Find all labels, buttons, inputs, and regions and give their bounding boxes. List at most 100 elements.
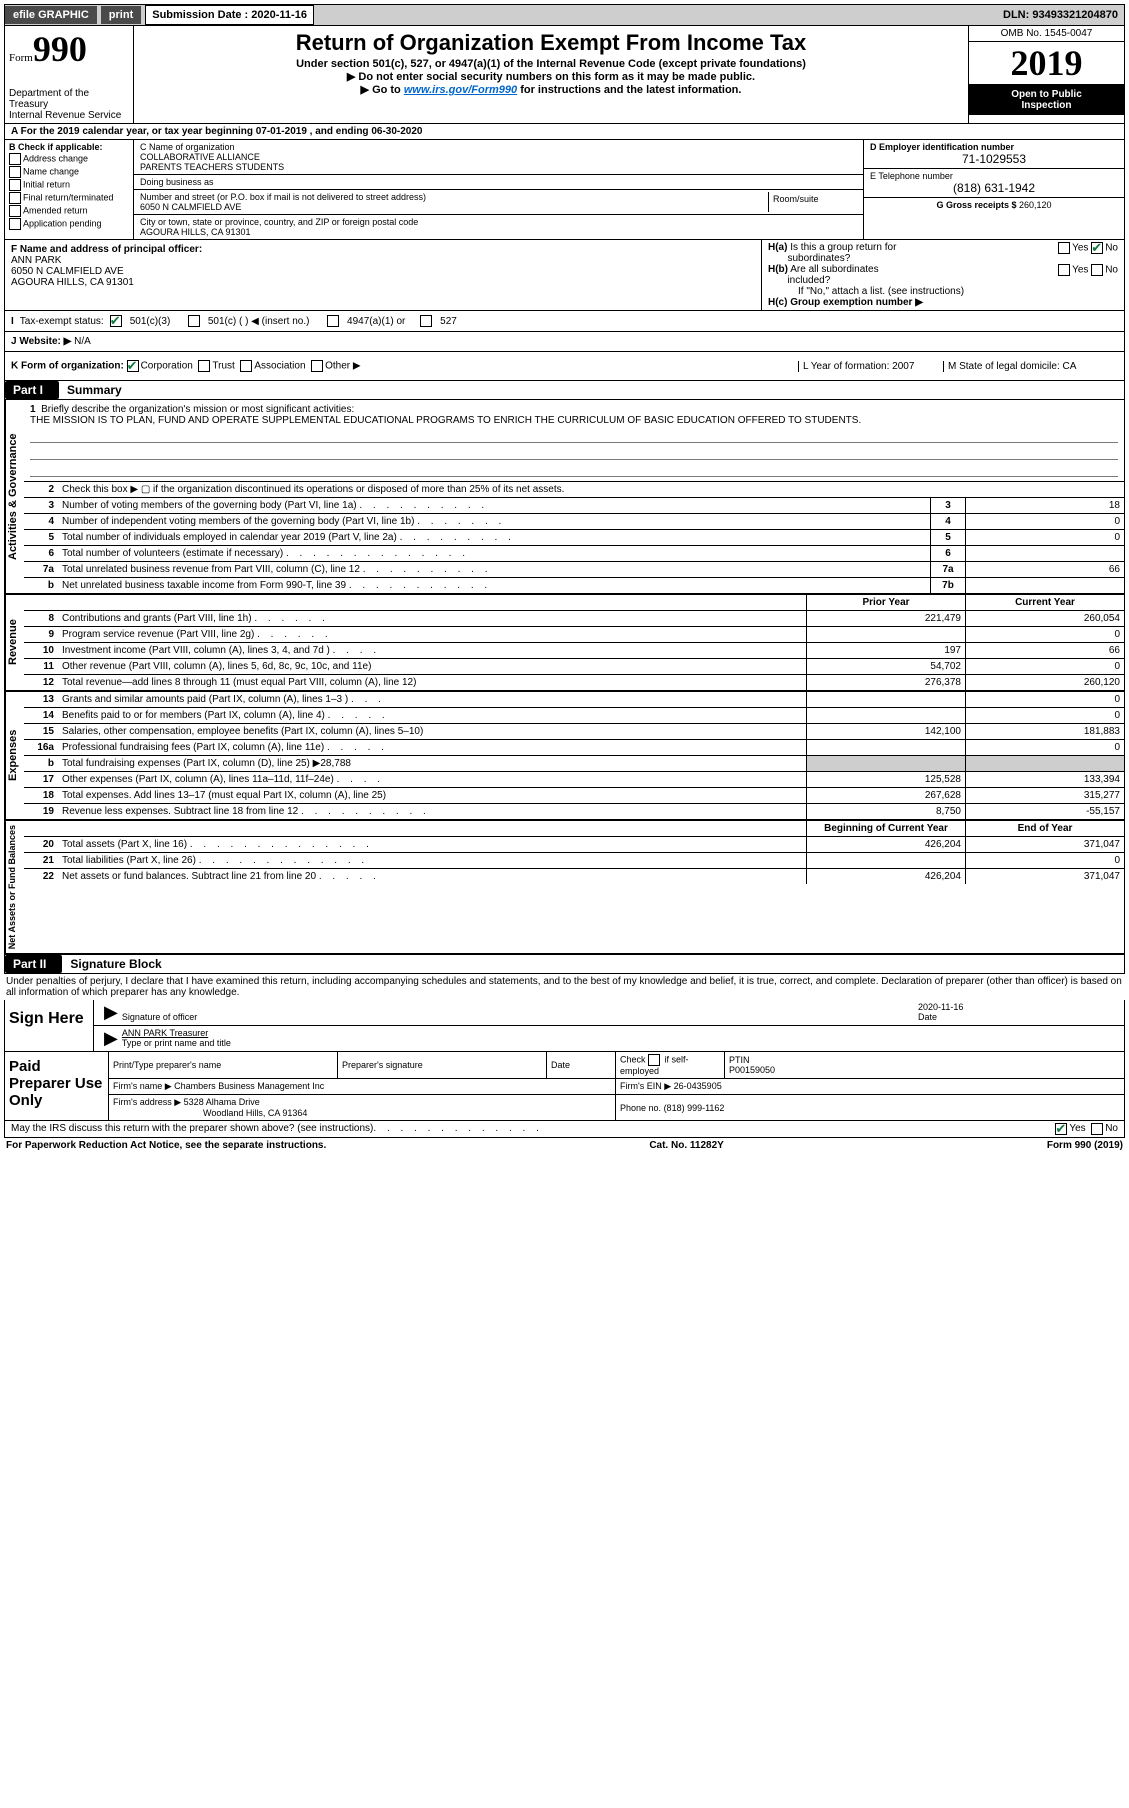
form-header: Form990 Department of the Treasury Inter… — [5, 26, 1124, 124]
gross-receipts-value: 260,120 — [1019, 200, 1052, 210]
col-b-checkboxes: B Check if applicable: Address change Na… — [5, 140, 134, 239]
cb-self-employed[interactable] — [648, 1054, 660, 1066]
top-toolbar: efile GRAPHIC print Submission Date : 20… — [4, 4, 1125, 26]
sig-date-value: 2020-11-16 — [918, 1002, 963, 1012]
cb-discuss-no[interactable] — [1091, 1123, 1103, 1135]
cb-name-change[interactable]: Name change — [9, 166, 129, 178]
ha-yes[interactable]: Yes — [1072, 243, 1088, 254]
omb-number: OMB No. 1545-0047 — [969, 26, 1124, 42]
cb-association[interactable] — [240, 360, 252, 372]
footer-right: Form 990 (2019) — [1047, 1140, 1123, 1151]
arrow-icon: ▶ — [100, 1028, 122, 1049]
table-row: 12Total revenue—add lines 8 through 11 (… — [24, 675, 1124, 691]
table-row: 22Net assets or fund balances. Subtract … — [24, 869, 1124, 885]
instruction-1: ▶ Do not enter social security numbers o… — [140, 70, 962, 83]
mission-label: Briefly describe the organization's miss… — [41, 404, 354, 415]
mission-text: THE MISSION IS TO PLAN, FUND AND OPERATE… — [30, 415, 861, 426]
cb-other[interactable] — [311, 360, 323, 372]
prep-name-label: Print/Type preparer's name — [109, 1052, 338, 1079]
table-row: 16aProfessional fundraising fees (Part I… — [24, 740, 1124, 756]
org-name: COLLABORATIVE ALLIANCE PARENTS TEACHERS … — [140, 152, 284, 172]
state-domicile: M State of legal domicile: CA — [943, 361, 1118, 372]
col-current: Current Year — [966, 595, 1125, 611]
officer-name: ANN PARK — [11, 255, 61, 266]
form-subtitle: Under section 501(c), 527, or 4947(a)(1)… — [140, 58, 962, 70]
table-row: 11Other revenue (Part VIII, column (A), … — [24, 659, 1124, 675]
dept-label: Department of the Treasury Internal Reve… — [9, 88, 129, 121]
sign-here-label: Sign Here — [5, 1000, 94, 1051]
vlabel-governance: Activities & Governance — [5, 400, 24, 593]
row-a-text: A For the 2019 calendar year, or tax yea… — [11, 126, 422, 137]
table-row: 19Revenue less expenses. Subtract line 1… — [24, 804, 1124, 820]
page-footer: For Paperwork Reduction Act Notice, see … — [4, 1138, 1125, 1153]
form-body: Form990 Department of the Treasury Inter… — [4, 26, 1125, 974]
phone-value: (818) 631-1942 — [870, 181, 1118, 195]
opt-other: Other ▶ — [325, 361, 360, 372]
cb-trust[interactable] — [198, 360, 210, 372]
table-row: 4Number of independent voting members of… — [24, 514, 1124, 530]
hb-yes[interactable]: Yes — [1072, 265, 1088, 276]
group-return: H(a) Is this a group return for subordin… — [762, 240, 1124, 310]
firm-phone-value: (818) 999-1162 — [664, 1103, 725, 1113]
cb-4947[interactable] — [327, 315, 339, 327]
website-label: J Website: ▶ — [11, 336, 71, 347]
opt-501c: 501(c) ( ) ◀ (insert no.) — [208, 316, 310, 327]
firm-addr-label: Firm's address ▶ — [113, 1097, 181, 1107]
cb-address-change[interactable]: Address change — [9, 153, 129, 165]
cb-corporation[interactable] — [127, 360, 139, 372]
ha-no[interactable]: No — [1105, 243, 1118, 254]
firm-name-value: Chambers Business Management Inc — [174, 1081, 324, 1091]
cb-final-return[interactable]: Final return/terminated — [9, 192, 129, 204]
discuss-question: May the IRS discuss this return with the… — [11, 1123, 373, 1135]
tax-exempt-status: I Tax-exempt status: 501(c)(3) 501(c) ( … — [5, 311, 1124, 332]
table-row: 8Contributions and grants (Part VIII, li… — [24, 611, 1124, 627]
opt-4947: 4947(a)(1) or — [347, 316, 405, 327]
part-ii-title: Signature Block — [62, 957, 161, 971]
table-row: 6Total number of volunteers (estimate if… — [24, 546, 1124, 562]
firm-ein-label: Firm's EIN ▶ — [620, 1081, 671, 1091]
activities-governance: Activities & Governance 1 Briefly descri… — [5, 399, 1124, 593]
hb-no[interactable]: No — [1105, 265, 1118, 276]
discuss-yes: Yes — [1069, 1123, 1085, 1135]
cb-501c[interactable] — [188, 315, 200, 327]
cb-discuss-yes[interactable] — [1055, 1123, 1067, 1135]
street-label: Number and street (or P.O. box if mail i… — [140, 192, 426, 202]
ptin-value: P00159050 — [729, 1065, 775, 1075]
paid-preparer-label: Paid Preparer Use Only — [5, 1052, 109, 1120]
sig-date-label: Date — [918, 1012, 937, 1022]
row-a-tax-year: A For the 2019 calendar year, or tax yea… — [5, 124, 1124, 140]
year-formation: L Year of formation: 2007 — [798, 361, 943, 372]
part-i-tab: Part I — [5, 381, 59, 399]
table-row: 13Grants and similar amounts paid (Part … — [24, 692, 1124, 708]
opt-corp: Corporation — [141, 361, 193, 372]
instruction-2: ▶ Go to www.irs.gov/Form990 for instruct… — [140, 83, 962, 96]
inspect-line1: Open to Public — [1011, 89, 1082, 100]
cb-527[interactable] — [420, 315, 432, 327]
table-row: 9Program service revenue (Part VIII, lin… — [24, 627, 1124, 643]
table-row: 5Total number of individuals employed in… — [24, 530, 1124, 546]
irs-link[interactable]: www.irs.gov/Form990 — [404, 84, 517, 96]
header-right: OMB No. 1545-0047 2019 Open to Public In… — [968, 26, 1124, 123]
city-value: AGOURA HILLS, CA 91301 — [140, 227, 251, 237]
submission-date-label: Submission Date : — [152, 9, 251, 21]
col-deg: D Employer identification number 71-1029… — [864, 140, 1124, 239]
table-row: 14Benefits paid to or for members (Part … — [24, 708, 1124, 724]
city-label: City or town, state or province, country… — [140, 217, 418, 227]
table-row: 3Number of voting members of the governi… — [24, 498, 1124, 514]
form-of-org: K Form of organization: Corporation Trus… — [5, 352, 1124, 381]
phone-label: E Telephone number — [870, 171, 953, 181]
instr2-pre: ▶ Go to — [361, 84, 404, 96]
form-number: 990 — [33, 29, 87, 69]
org-name-label: C Name of organization — [140, 142, 235, 152]
preparer-block: Paid Preparer Use Only Print/Type prepar… — [5, 1051, 1124, 1120]
col-begin: Beginning of Current Year — [807, 821, 966, 837]
opt-527: 527 — [440, 316, 457, 327]
cb-initial-return[interactable]: Initial return — [9, 179, 129, 191]
cb-501c3[interactable] — [110, 315, 122, 327]
mission-num: 1 — [30, 404, 36, 415]
print-button[interactable]: print — [101, 6, 141, 24]
part-i-title: Summary — [59, 383, 122, 397]
cb-amended-return[interactable]: Amended return — [9, 205, 129, 217]
table-row: 2Check this box ▶ ▢ if the organization … — [24, 482, 1124, 498]
cb-application-pending[interactable]: Application pending — [9, 218, 129, 230]
